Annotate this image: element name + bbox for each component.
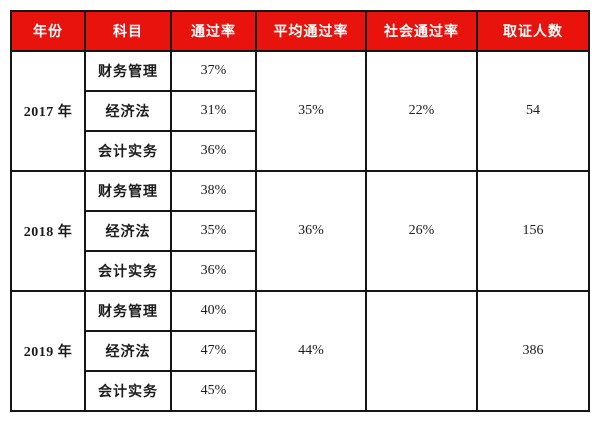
table-row: 会计实务 45% — [11, 370, 589, 412]
average-pass-rate-cell: 35% — [255, 50, 367, 172]
pass-rate-cell: 36% — [170, 130, 257, 172]
table-row: 会计实务 36% — [11, 130, 589, 172]
certified-count-cell: 156 — [476, 170, 590, 292]
pass-rate-cell: 35% — [170, 210, 257, 252]
subject-cell: 财务管理 — [84, 50, 172, 92]
pass-rate-cell: 36% — [170, 250, 257, 292]
subject-cell: 会计实务 — [84, 370, 172, 412]
header-cell-certified-count: 取证人数 — [476, 10, 590, 52]
table-row: 2017 年 财务管理 37% 35% 22% 54 — [10, 50, 590, 172]
pass-rate-cell: 40% — [170, 290, 257, 332]
pass-rate-cell: 37% — [170, 50, 257, 92]
exam-pass-rate-table: 年份 科目 通过率 平均通过率 社会通过率 取证人数 2017 年 财务管理 3… — [10, 10, 590, 412]
average-pass-rate-cell: 44% — [255, 290, 367, 412]
subject-cell: 会计实务 — [84, 250, 172, 292]
pass-rate-cell: 47% — [170, 330, 257, 372]
pass-rate-cell: 45% — [170, 370, 257, 412]
subject-cell: 财务管理 — [84, 170, 172, 212]
header-cell-social-pass-rate: 社会通过率 — [365, 10, 478, 52]
certified-count-cell: 54 — [476, 50, 590, 172]
table-row: 2019 年 财务管理 40% 44% 386 — [10, 290, 590, 412]
header-cell-subject: 科目 — [84, 10, 172, 52]
average-pass-rate-cell: 36% — [255, 170, 367, 292]
subject-cell: 经济法 — [84, 90, 172, 132]
pass-rate-cell: 38% — [170, 170, 257, 212]
table-row: 2018 年 财务管理 38% 36% 26% 156 — [10, 170, 590, 292]
year-cell: 2018 年 — [10, 170, 86, 292]
social-pass-rate-cell: 26% — [365, 170, 478, 292]
subject-cell: 财务管理 — [84, 290, 172, 332]
table-row: 经济法 47% — [11, 330, 589, 372]
header-row: 年份 科目 通过率 平均通过率 社会通过率 取证人数 — [10, 10, 590, 52]
social-pass-rate-cell — [365, 290, 478, 412]
header-cell-pass-rate: 通过率 — [170, 10, 257, 52]
table-row: 经济法 31% — [11, 90, 589, 132]
social-pass-rate-cell: 22% — [365, 50, 478, 172]
table-row: 经济法 35% — [11, 210, 589, 252]
header-cell-year: 年份 — [10, 10, 86, 52]
year-cell: 2019 年 — [10, 290, 86, 412]
certified-count-cell: 386 — [476, 290, 590, 412]
table-row: 会计实务 36% — [11, 250, 589, 292]
subject-cell: 经济法 — [84, 330, 172, 372]
subject-cell: 会计实务 — [84, 130, 172, 172]
pass-rate-cell: 31% — [170, 90, 257, 132]
header-cell-average-pass-rate: 平均通过率 — [255, 10, 367, 52]
subject-cell: 经济法 — [84, 210, 172, 252]
year-cell: 2017 年 — [10, 50, 86, 172]
